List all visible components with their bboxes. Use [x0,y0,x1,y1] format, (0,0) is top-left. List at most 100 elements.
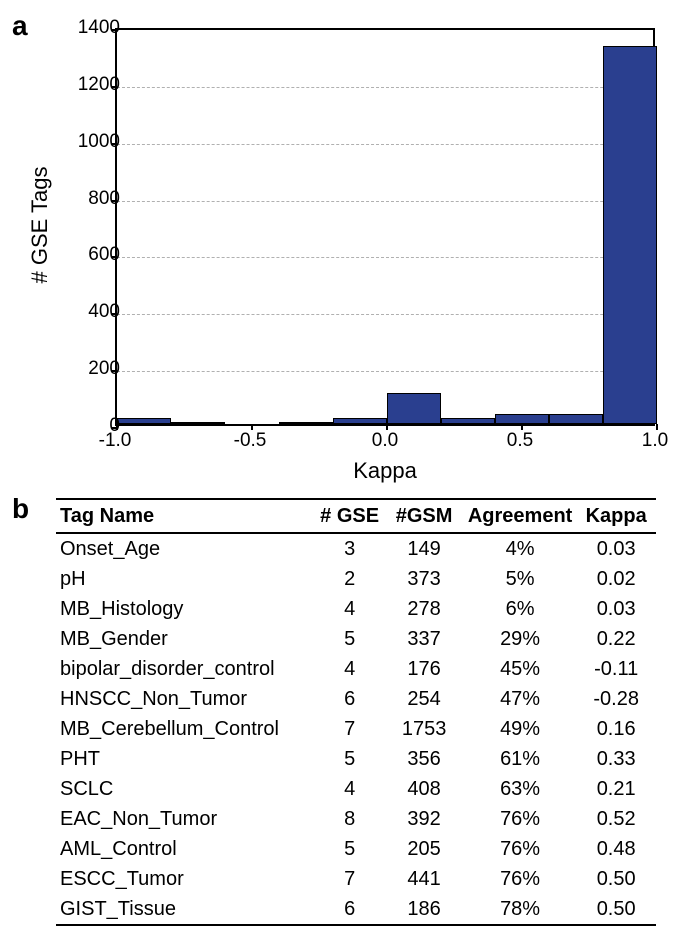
table-header-cell: #GSM [384,499,464,533]
table-cell: 5 [315,624,384,654]
gridline [117,144,653,145]
table-cell: 278 [384,594,464,624]
table-cell: 6% [464,594,576,624]
table-cell: 1753 [384,714,464,744]
table-cell: 408 [384,774,464,804]
table-cell: 254 [384,684,464,714]
table-header-cell: # GSE [315,499,384,533]
table-cell: 49% [464,714,576,744]
table-header-row: Tag Name# GSE#GSMAgreementKappa [56,499,656,533]
table-cell: HNSCC_Non_Tumor [56,684,315,714]
table-header-cell: Agreement [464,499,576,533]
table-cell: 0.03 [576,533,656,564]
table-row: HNSCC_Non_Tumor625447%-0.28 [56,684,656,714]
ytick-label: 1400 [60,17,120,39]
table-row: EAC_Non_Tumor839276%0.52 [56,804,656,834]
table-cell: 373 [384,564,464,594]
table-cell: 6 [315,894,384,925]
histogram-bar [279,422,333,424]
table-cell: 47% [464,684,576,714]
ytick-label: 600 [60,244,120,266]
xtick-label: -0.5 [234,430,267,452]
table-cell: 0.50 [576,894,656,925]
table-row: GIST_Tissue618678%0.50 [56,894,656,925]
table-cell: 4 [315,654,384,684]
table-cell: -0.11 [576,654,656,684]
table-cell: 61% [464,744,576,774]
table-row: MB_Histology42786%0.03 [56,594,656,624]
table-cell: 176 [384,654,464,684]
table-header-cell: Kappa [576,499,656,533]
table-row: MB_Cerebellum_Control7175349%0.16 [56,714,656,744]
table-cell: PHT [56,744,315,774]
ytick-label: 1000 [60,131,120,153]
histogram-bar [387,393,441,424]
panel-a-letter: a [12,10,28,42]
table-cell: 186 [384,894,464,925]
histogram-bar [603,46,657,424]
table-cell: 0.21 [576,774,656,804]
gridline [117,201,653,202]
x-axis-label: Kappa [353,458,417,484]
histogram-bar [171,422,225,424]
table-cell: AML_Control [56,834,315,864]
table-cell: 76% [464,864,576,894]
table-cell: 392 [384,804,464,834]
table-cell: 76% [464,804,576,834]
table-cell: SCLC [56,774,315,804]
table-row: PHT535661%0.33 [56,744,656,774]
table-cell: MB_Gender [56,624,315,654]
histogram-bar [441,418,495,424]
table-cell: 0.52 [576,804,656,834]
histogram-bar [549,414,603,424]
table-cell: MB_Histology [56,594,315,624]
table-row: SCLC440863%0.21 [56,774,656,804]
xtick-label: 0.5 [507,430,533,452]
xtick-label: -1.0 [99,430,132,452]
table-cell: 8 [315,804,384,834]
ytick-label: 200 [60,358,120,380]
histogram-chart [115,28,655,426]
ytick-label: 1200 [60,74,120,96]
table-cell: 63% [464,774,576,804]
table-row: ESCC_Tumor744176%0.50 [56,864,656,894]
table-cell: GIST_Tissue [56,894,315,925]
table-cell: 0.33 [576,744,656,774]
table-body: Onset_Age31494%0.03pH23735%0.02MB_Histol… [56,533,656,925]
table-cell: -0.28 [576,684,656,714]
table-cell: 441 [384,864,464,894]
gridline [117,87,653,88]
table-cell: 78% [464,894,576,925]
table-cell: pH [56,564,315,594]
panel-b-letter: b [12,493,29,525]
table-cell: bipolar_disorder_control [56,654,315,684]
table-cell: 7 [315,714,384,744]
table-cell: 149 [384,533,464,564]
table-header-cell: Tag Name [56,499,315,533]
table-cell: Onset_Age [56,533,315,564]
table-cell: 4% [464,533,576,564]
ytick-label: 800 [60,188,120,210]
plot-area [117,30,653,424]
ytick-label: 400 [60,301,120,323]
table-cell: ESCC_Tumor [56,864,315,894]
table-row: AML_Control520576%0.48 [56,834,656,864]
table-cell: 356 [384,744,464,774]
table-cell: 4 [315,594,384,624]
xtick-label: 1.0 [642,430,668,452]
table-cell: 0.22 [576,624,656,654]
table-cell: 0.50 [576,864,656,894]
table-row: MB_Gender533729%0.22 [56,624,656,654]
table-cell: 5% [464,564,576,594]
gridline [117,257,653,258]
table-cell: 6 [315,684,384,714]
table-cell: MB_Cerebellum_Control [56,714,315,744]
table-cell: 2 [315,564,384,594]
table-cell: 3 [315,533,384,564]
histogram-bar [495,414,549,424]
table-cell: 5 [315,834,384,864]
table-cell: 337 [384,624,464,654]
histogram-bar [117,418,171,424]
table-cell: 7 [315,864,384,894]
table-cell: 45% [464,654,576,684]
